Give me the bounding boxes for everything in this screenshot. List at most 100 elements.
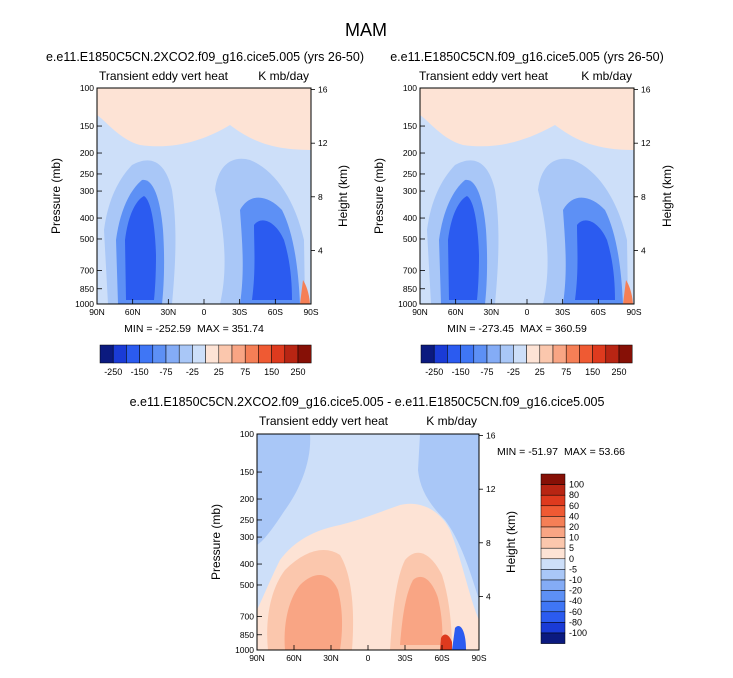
figure-title: MAM: [345, 20, 387, 40]
panel-1-xtick-label: 30N: [161, 307, 177, 317]
colorbar-diff-swatch: [540, 494, 566, 507]
panel-2-y2tick-label: 16: [641, 85, 651, 95]
panel-2-contour-nh-3: [448, 196, 479, 300]
colorbar-shared-2-swatch: [447, 344, 461, 364]
panel-2-right-label: K mb/day: [581, 69, 632, 83]
panel-3-ytick-label: 250: [240, 515, 254, 525]
panel-1-ytick-label: 200: [80, 148, 94, 158]
colorbar-shared-2-swatch: [618, 344, 633, 364]
panel-2-xtick-label: 60S: [591, 307, 606, 317]
panel-2-ytick-label: 500: [403, 234, 417, 244]
panel-1-ytick-label: 250: [80, 169, 94, 179]
panel-2-ytick-label: 1000: [398, 299, 417, 309]
colorbar-shared-2-swatch: [579, 344, 593, 364]
colorbar-diff-swatch: [540, 611, 566, 623]
panel-2-ytick-label: 100: [403, 83, 417, 93]
panel-1-contour-field: [97, 88, 311, 304]
colorbar-diff-label: -5: [569, 564, 577, 574]
colorbar-shared-swatch: [178, 344, 193, 364]
panel-2-xtick-label: 30N: [484, 307, 500, 317]
colorbar-shared-2-swatch: [513, 344, 527, 364]
colorbar-shared-label: -75: [159, 367, 172, 377]
panel-1-axes: 100 150 200 250 300 400 500 700 850 1000 16 12 8 4 90N…: [75, 83, 328, 317]
panel-1-ytick-label: 1000: [75, 299, 94, 309]
panel-2-xtick-label: 0: [525, 307, 530, 317]
colorbar-diff-swatch: [540, 579, 566, 591]
panel-2-y2tick-label: 8: [641, 192, 646, 202]
colorbar-shared-2-swatch: [473, 344, 488, 364]
panel-3-xtick-label: 30S: [397, 653, 412, 663]
panel-2-ytick-label: 300: [403, 186, 417, 196]
colorbar-shared-2-swatch: [539, 344, 554, 364]
colorbar-diff-label: 60: [569, 501, 579, 511]
colorbar-diff-label: -60: [569, 607, 582, 617]
colorbar-shared-swatch: [244, 344, 259, 364]
colorbar-shared-swatch: [112, 344, 127, 364]
panel-3-ytick-label: 500: [240, 580, 254, 590]
panel-2-ylabel: Pressure (mb): [372, 158, 386, 234]
panel-1-contour-sh-3: [252, 220, 292, 300]
panel-1: e.e11.E1850C5CN.2XCO2.f09_g16.cice5.005 …: [46, 50, 364, 335]
colorbar-diff-swatch: [540, 484, 566, 496]
colorbar-diff-swatch: [540, 473, 566, 485]
colorbar-shared-2-label: -75: [480, 367, 493, 377]
panel-3-right-label: K mb/day: [426, 414, 477, 428]
colorbar-diff-swatch: [540, 600, 566, 613]
colorbar-shared-2-label: 150: [585, 367, 600, 377]
panel-1-xtick-label: 30S: [232, 307, 247, 317]
colorbar-diff-swatch: [540, 569, 566, 581]
panel-3-axes: 100 150 200 250 300 400 500 700 850 1000 16 12 8 4 90N…: [235, 429, 496, 663]
panel-3-xtick-label: 60S: [434, 653, 449, 663]
colorbar-shared-label: 250: [290, 367, 305, 377]
colorbar-shared-swatch: [126, 344, 140, 364]
panel-2-xtick-label: 30S: [555, 307, 570, 317]
colorbar-diff-swatch: [540, 516, 566, 528]
colorbar-shared-2-label: -250: [425, 367, 443, 377]
panel-1-xtick-label: 60S: [268, 307, 283, 317]
panel-2-ytick-label: 150: [403, 121, 417, 131]
colorbar-shared-label: 25: [214, 367, 224, 377]
panel-2-min-label: MIN = -273.45: [447, 323, 514, 335]
panel-2-max-label: MAX = 360.59: [520, 323, 587, 335]
panel-2-y2label: Height (km): [660, 165, 674, 227]
panel-2-positive-strat: [420, 88, 634, 150]
colorbar-shared-2-label: -150: [452, 367, 470, 377]
colorbar-diff-label: -40: [569, 596, 582, 606]
colorbar-shared-2-label: -25: [507, 367, 520, 377]
panel-3-title: e.e11.E1850C5CN.2XCO2.f09_g16.cice5.005 …: [130, 395, 605, 409]
colorbar-shared-2-swatch: [420, 344, 435, 364]
panel-1-xtick-label: 90S: [303, 307, 318, 317]
panel-1-xtick-label: 90N: [89, 307, 105, 317]
panel-3-negative-upper-2: [257, 434, 311, 545]
panel-1-ytick-label: 300: [80, 186, 94, 196]
colorbar-shared-2-swatch: [433, 344, 448, 364]
panel-3-ylabel: Pressure (mb): [209, 504, 223, 580]
colorbar-shared-swatch: [152, 344, 167, 364]
colorbar-shared-label: -150: [131, 367, 149, 377]
panel-2-xtick-label: 60N: [448, 307, 464, 317]
panel-2-axes: 100 150 200 250 300 400 500 700 850 1000 16 12 8 4 90N…: [398, 83, 651, 317]
colorbar-diff-label: 5: [569, 543, 574, 553]
panel-3-xtick-label: 0: [366, 653, 371, 663]
panel-3-y2tick-label: 4: [486, 591, 491, 601]
colorbar-diff-swatch: [540, 505, 566, 517]
panel-3-pole-positive: [440, 634, 452, 650]
colorbar-shared-2-swatch: [460, 344, 475, 364]
panel-2-left-label: Transient eddy vert heat: [419, 69, 549, 83]
panel-1-y2tick-label: 16: [318, 85, 328, 95]
colorbar-shared-swatch: [205, 344, 220, 364]
panel-1-y2tick-label: 12: [318, 138, 328, 148]
panel-3-y2tick-label: 8: [486, 538, 491, 548]
colorbar-shared-swatch: [284, 344, 299, 364]
panel-3-ytick-label: 150: [240, 467, 254, 477]
panel-1-xtick-label: 0: [202, 307, 207, 317]
panel-1-ytick-label: 500: [80, 234, 94, 244]
colorbar-diff-label: -10: [569, 575, 582, 585]
panel-3-y2tick-label: 12: [486, 484, 496, 494]
panel-3-max-label: MAX = 53.66: [564, 446, 625, 458]
colorbar-shared-label: 150: [264, 367, 279, 377]
panel-1-ytick-label: 400: [80, 213, 94, 223]
panel-3-ytick-label: 200: [240, 494, 254, 504]
colorbar-diff-label: -20: [569, 586, 582, 596]
